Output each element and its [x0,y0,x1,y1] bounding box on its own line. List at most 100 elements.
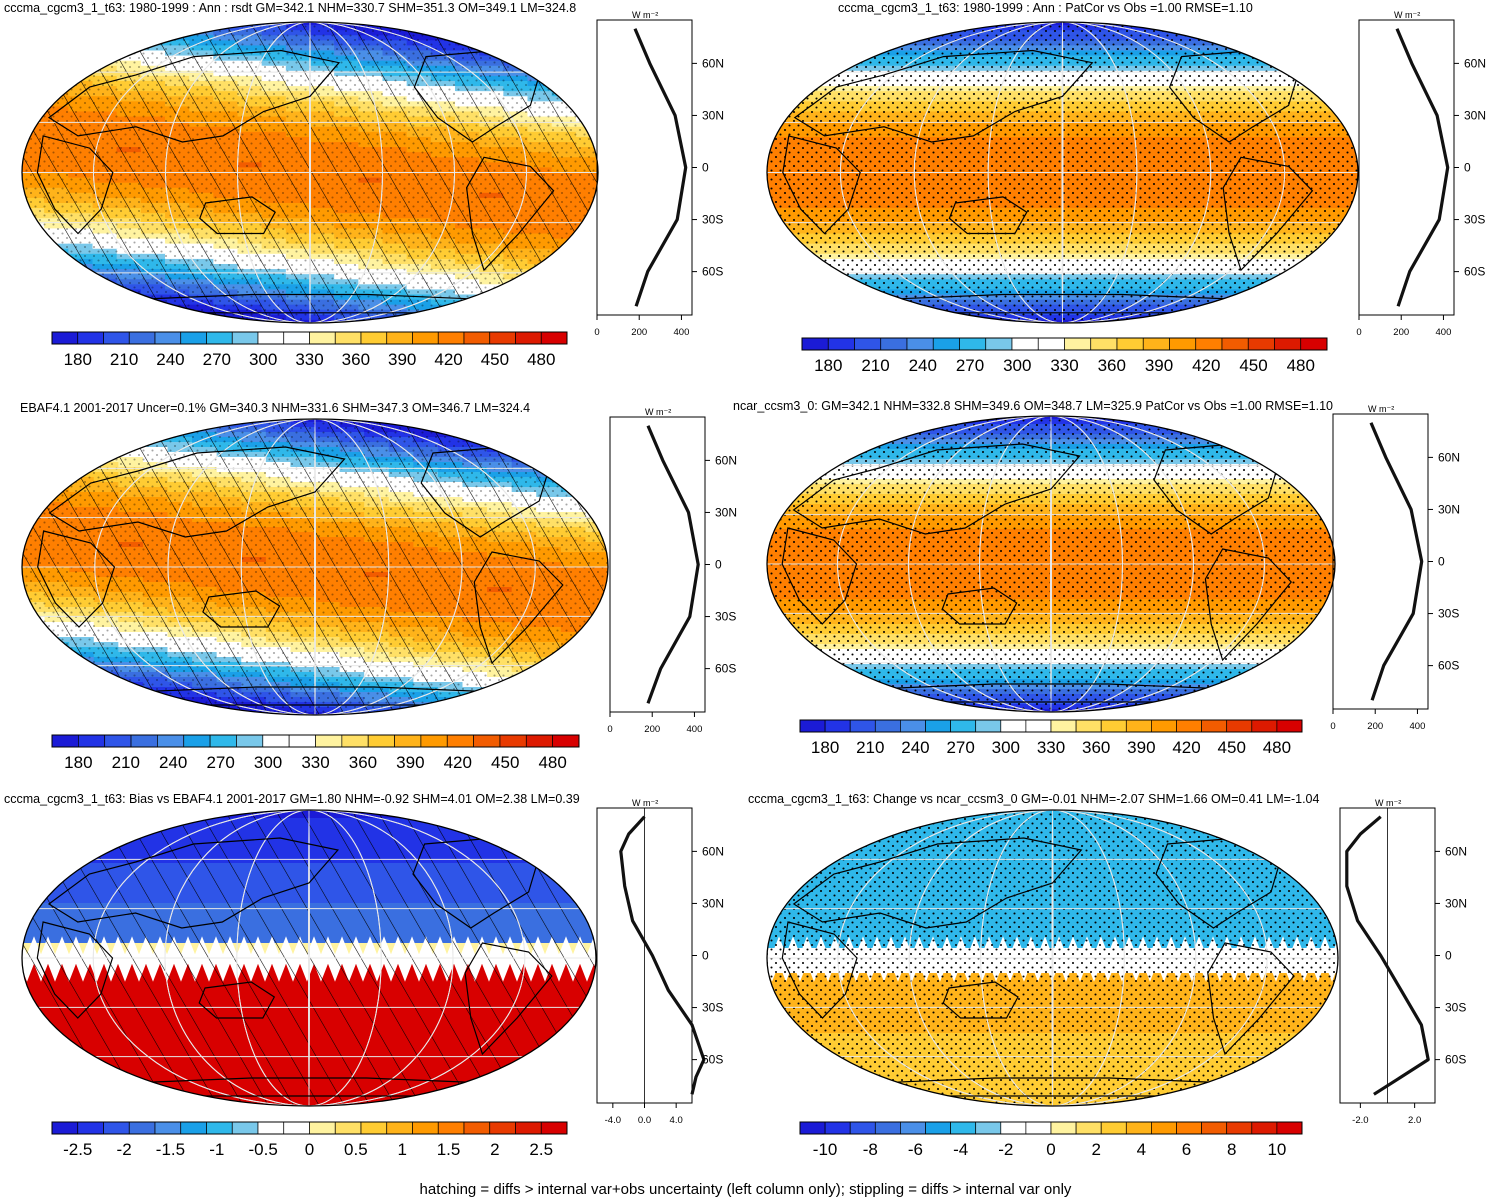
field-cell [585,457,608,463]
x-tick-label: 0 [607,724,612,735]
colorbar-cell [437,331,465,345]
coastline [47,837,340,929]
field-cell [487,687,513,693]
lat-label: 30S [702,213,723,227]
colorbar-cell [412,331,439,345]
colorbar-cell [489,1121,516,1135]
field-cell [22,622,46,628]
x-tick-label: 0 [1356,327,1361,338]
field-cell [22,35,46,42]
field-cell [68,25,94,32]
zonal-profile-3: W m⁻² 60N 30N 0 30S 60S 0 200 400 [607,407,737,735]
field-cell [44,304,70,311]
field-cell [69,462,95,468]
field-cell [165,309,191,316]
field-cell [585,487,608,493]
colorbar-frame [799,1121,1303,1135]
field-cell [140,25,166,32]
coastline [198,981,276,1019]
panel-title: ncar_ccsm3_0: GM=342.1 NHM=332.8 SHM=349… [733,399,1333,413]
map-border [21,21,599,324]
field-cell [503,35,529,42]
field-cell [585,447,608,453]
lat-label: 60N [1464,56,1486,70]
field-cell [22,452,46,458]
field-cell [118,697,144,703]
colorbar-cell [1226,719,1253,733]
field-cell [44,279,70,286]
colorbar-cell [341,734,369,748]
field-cell [536,707,562,713]
field-cell [585,652,608,658]
field-cell [487,422,513,428]
x-tick-label: 200 [1393,327,1409,338]
colorbar-label: 240 [156,350,184,369]
field-cell [22,427,46,433]
field-cell [536,447,562,453]
coastline [781,527,858,625]
field-cell [69,692,95,698]
field-cell [536,682,562,688]
colorbar-cell [236,734,264,748]
field-cell [511,442,538,448]
field-cell [22,294,46,301]
x-tick-label: 0 [1330,721,1335,732]
colorbar-cell [309,1121,336,1135]
colorbar-label: 270 [203,350,231,369]
field-cell [93,422,120,428]
colorbar-label: 420 [434,350,462,369]
field-cell [189,25,215,32]
colorbar-label: 180 [811,738,839,757]
field-cell [44,269,70,276]
field-cell [22,248,46,255]
field-cell [192,712,218,715]
field-cell [430,22,456,27]
field-cell [92,314,118,321]
field-cell [536,687,562,693]
colorbar-cell [386,1121,413,1135]
field-cell [503,25,529,32]
field-cell [503,45,529,52]
colorbar-label: 240 [901,738,929,757]
field-cell [479,309,505,316]
field-cell [68,289,94,296]
field-cell [69,682,95,688]
field-cell [69,419,95,423]
field-cell [527,309,553,316]
field-cell [503,314,529,321]
field-cell [560,667,587,673]
field-cell [527,35,553,42]
field-cell [406,314,432,321]
field-cell [44,452,71,458]
field-cell [536,672,562,678]
lat-label: 0 [1445,949,1452,963]
colorbar-cell [1025,719,1052,733]
field-cell [22,289,46,296]
field-cell [44,309,70,316]
field-cell [22,642,46,648]
lat-label: 60N [1445,844,1467,858]
field-cell [437,707,464,713]
field-cell [560,457,587,463]
field-cell [68,319,94,323]
colorbar-cell [78,734,106,748]
colorbar-cell [412,1121,439,1135]
field-cell [585,427,608,433]
field-cell [511,447,538,453]
field-cell [68,60,94,67]
x-tick-label: 400 [1436,327,1452,338]
field-cell [536,442,562,448]
field-cell [437,712,464,715]
field-cell [44,477,71,483]
field-cell [382,22,408,27]
field-cell [585,462,608,468]
field-cell [430,309,456,316]
field-cell [68,50,94,57]
field-cell [68,40,94,47]
field-cell [118,707,144,713]
colorbar-cell [1100,719,1127,733]
colorbar-cell [906,337,934,351]
field-cell [192,419,218,423]
field-cell [192,422,218,428]
field-cell [116,314,142,321]
